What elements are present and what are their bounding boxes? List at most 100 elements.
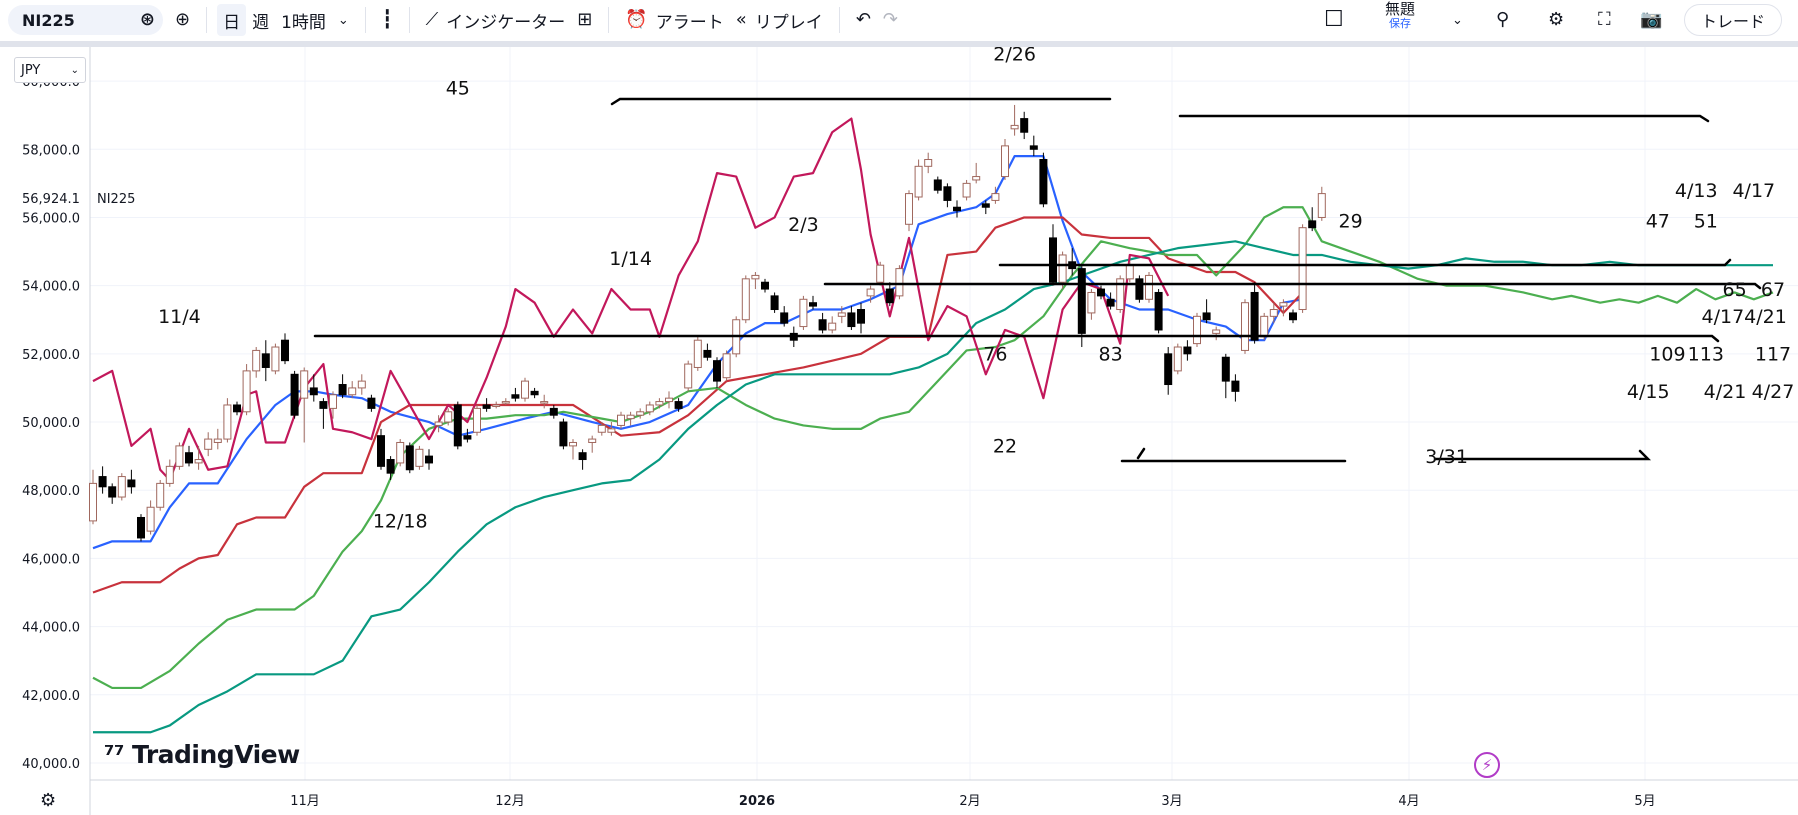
- alert-button[interactable]: ⏰ アラート: [625, 9, 724, 33]
- candle: [1260, 315, 1269, 338]
- trend-line: [1178, 114, 1710, 123]
- redo-button[interactable]: ↷: [877, 4, 904, 36]
- candle: [185, 452, 193, 464]
- candle: [1087, 291, 1096, 314]
- candle: [1029, 145, 1038, 150]
- candle: [799, 298, 808, 328]
- annotations: 452/26455/14/134/174751292/31/1465674/17…: [158, 47, 1794, 533]
- candle: [521, 380, 529, 399]
- annotation-label: 4/17: [1732, 180, 1775, 202]
- snapshot-button[interactable]: 📷: [1634, 4, 1668, 36]
- candle: [578, 452, 587, 461]
- fullscreen-icon: ⛶: [1598, 9, 1611, 30]
- annotation-label: 12/18: [373, 511, 428, 533]
- interval-dropdown[interactable]: 1時間 ⌄: [281, 12, 349, 33]
- candle: [1193, 315, 1201, 345]
- candle: [1308, 220, 1317, 229]
- templates-button[interactable]: ⊞: [571, 4, 598, 36]
- trade-button[interactable]: トレード: [1683, 4, 1782, 36]
- candle: [434, 421, 443, 426]
- candle: [146, 506, 155, 532]
- settings-button[interactable]: ⚙: [1542, 4, 1570, 36]
- price-tick-label: 54,000.0: [22, 280, 80, 295]
- time-axis: 11月 12月 2026 2月 3月 4月 5月: [90, 779, 1798, 809]
- candle: [194, 459, 203, 464]
- candle: [300, 370, 309, 399]
- annotation-label: 51: [1694, 211, 1718, 233]
- indicators-button[interactable]: ⟋ インジケーター: [425, 9, 566, 33]
- indicator-line: [92, 117, 1170, 482]
- candle: [309, 387, 318, 396]
- layout-dropdown[interactable]: ⌄: [1446, 4, 1469, 36]
- candle: [1164, 353, 1173, 386]
- candle: [818, 319, 827, 331]
- candle: [885, 288, 894, 304]
- candle: [1212, 329, 1221, 334]
- last-price-label: 56,924.1: [22, 192, 80, 207]
- candle: [837, 312, 846, 317]
- quick-search-button[interactable]: ⚲: [1490, 4, 1515, 36]
- symbol-dropdown-icon[interactable]: ⊛: [139, 9, 155, 30]
- fullscreen-button[interactable]: ⛶: [1592, 4, 1617, 36]
- annotation-label: 3/31: [1425, 446, 1468, 468]
- price-tick-label: 40,000.0: [22, 757, 80, 772]
- toolbar-divider: [0, 41, 1798, 47]
- interval-day-button[interactable]: 日: [217, 4, 247, 36]
- candle: [396, 441, 405, 464]
- candle: [540, 401, 549, 404]
- candle: [1154, 291, 1163, 331]
- candle: [386, 459, 395, 474]
- candle: [626, 414, 635, 420]
- candle: [857, 309, 865, 324]
- grid-icon: ⊞: [577, 9, 593, 30]
- symbol-search[interactable]: NI225 ⊛: [8, 5, 163, 35]
- indicator-line: [93, 240, 1773, 734]
- lightning-icon[interactable]: ⚡: [1474, 752, 1500, 778]
- chevron-down-icon: ⌄: [1452, 12, 1463, 28]
- candle: [828, 322, 837, 331]
- annotation-label: 2/26: [993, 47, 1036, 66]
- candle: [281, 339, 289, 362]
- candle: [204, 438, 213, 450]
- candle: [751, 274, 760, 280]
- layout-save-button[interactable]: 無題 保存: [1385, 1, 1415, 30]
- layout-save-label: 保存: [1389, 16, 1411, 30]
- candle: [367, 397, 376, 409]
- candle: [665, 397, 673, 403]
- price-tick-label: 44,000.0: [22, 621, 80, 636]
- chart-type-button[interactable]: ┇: [376, 4, 399, 36]
- replay-button[interactable]: «リプレイ: [735, 9, 823, 33]
- candles-icon: ┇: [381, 9, 393, 30]
- candle: [1001, 145, 1009, 178]
- annotation-label: 65: [1723, 279, 1747, 301]
- candle: [290, 373, 299, 416]
- candle: [588, 438, 597, 443]
- annotation-label: 47: [1646, 211, 1670, 233]
- candle: [569, 441, 577, 447]
- undo-button[interactable]: ↶: [850, 4, 877, 36]
- annotation-label: 2/3: [788, 214, 819, 236]
- currency-select[interactable]: JPY ⌄: [14, 57, 86, 83]
- time-tick-label: 11月: [290, 794, 320, 809]
- search-icon: ⚲: [1496, 9, 1510, 30]
- candle: [1279, 302, 1288, 307]
- trend-line: [823, 282, 1762, 290]
- annotation-label: 83: [1099, 344, 1123, 366]
- candle: [933, 179, 942, 191]
- price-chart[interactable]: 60,000.058,000.056,000.054,000.052,000.0…: [0, 47, 1798, 815]
- interval-week-button[interactable]: 週: [252, 12, 270, 33]
- chart-grid: [90, 47, 1798, 780]
- candle: [1010, 124, 1019, 130]
- alarm-clock-icon: ⏰: [625, 9, 648, 30]
- add-symbol-button[interactable]: ⊕: [169, 4, 196, 36]
- candle: [981, 203, 990, 208]
- annotation-label: 113: [1688, 344, 1724, 366]
- plus-circle-icon: ⊕: [175, 9, 191, 30]
- rewind-icon: «: [735, 9, 747, 30]
- annotation-label: 29: [1339, 211, 1363, 233]
- candle: [175, 445, 184, 467]
- axis-settings-icon[interactable]: ⚙: [40, 790, 57, 811]
- layout-square-button[interactable]: ☐: [1318, 4, 1350, 36]
- candle: [501, 401, 510, 404]
- candle: [1269, 309, 1278, 317]
